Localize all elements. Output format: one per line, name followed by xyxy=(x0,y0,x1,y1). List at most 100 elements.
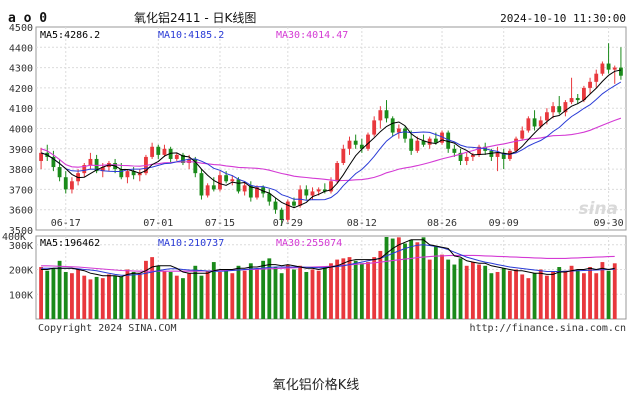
volume-bar xyxy=(612,263,617,319)
candle-up xyxy=(372,116,377,137)
volume-y-tick: 300K xyxy=(9,241,33,252)
candle-body xyxy=(316,189,321,192)
x-tick-label: 07-29 xyxy=(273,218,303,229)
candle-body xyxy=(273,201,278,210)
candle-up xyxy=(594,69,599,88)
candle-down xyxy=(557,96,562,115)
candle-body xyxy=(298,189,303,206)
candle-body xyxy=(162,148,167,155)
volume-bar xyxy=(273,267,278,319)
candle-up xyxy=(310,187,315,200)
price-y-tick: 3600 xyxy=(9,206,33,217)
volume-bar xyxy=(514,269,518,319)
volume-bar xyxy=(347,257,352,319)
candle-down xyxy=(501,148,506,170)
volume-bar xyxy=(174,275,179,319)
candle-up xyxy=(588,77,592,94)
price-ma10-label: MA10:4185.2 xyxy=(158,30,224,41)
candle-body xyxy=(248,185,253,198)
volume-bar xyxy=(316,270,321,319)
candle-body xyxy=(440,132,444,143)
candle-body xyxy=(168,148,173,159)
volume-bar xyxy=(501,268,506,319)
candle-body xyxy=(187,158,192,164)
volume-bars xyxy=(39,237,617,319)
candle-up xyxy=(612,65,617,84)
candle-down xyxy=(279,207,284,226)
candle-body xyxy=(581,87,586,101)
volume-bar xyxy=(396,237,401,319)
x-tick-label: 08-12 xyxy=(347,218,377,229)
candle-down xyxy=(168,146,173,164)
candle-body xyxy=(396,128,401,133)
candle-down xyxy=(532,110,537,131)
volume-bar xyxy=(45,270,50,319)
price-y-tick: 3500 xyxy=(9,226,33,237)
candle-body xyxy=(458,152,463,161)
volume-bar xyxy=(107,274,111,319)
price-y-tick: 4300 xyxy=(9,64,33,75)
volume-bar xyxy=(520,274,525,319)
volume-bar xyxy=(421,237,426,319)
volume-bar xyxy=(100,278,105,319)
candle-body xyxy=(125,171,130,178)
price-ma10-line xyxy=(40,81,622,201)
candle-body xyxy=(88,158,93,166)
candle-down xyxy=(181,152,185,166)
volume-bar xyxy=(150,257,155,319)
candle-body xyxy=(261,187,266,194)
price-y-axis: 4500 4400 4300 4200 4100 4000 3900 3800 3700 3600… xyxy=(9,23,33,237)
volume-bar xyxy=(557,267,562,319)
volume-y-tick: 200K xyxy=(9,266,33,277)
candle-body xyxy=(526,118,531,131)
candle-down xyxy=(236,177,241,194)
volume-top-label: 400K xyxy=(2,232,26,243)
candle-down xyxy=(273,197,278,214)
volume-bar xyxy=(575,269,580,319)
volume-bar xyxy=(427,259,432,319)
volume-bar xyxy=(353,260,358,319)
candle-body xyxy=(421,140,426,145)
candle-body xyxy=(606,63,611,70)
volume-ma10-label: MA10:210737 xyxy=(158,238,224,249)
candle-up xyxy=(366,132,370,151)
volume-bar xyxy=(452,264,457,319)
volume-bar xyxy=(242,270,247,319)
candle-body xyxy=(619,67,623,76)
candle-up xyxy=(563,100,568,117)
volume-bar xyxy=(255,269,259,319)
volume-bar xyxy=(82,275,87,319)
candle-body xyxy=(353,140,358,145)
candle-body xyxy=(329,181,333,192)
x-tick-label: 08-26 xyxy=(427,218,457,229)
price-ma-lines xyxy=(40,69,622,209)
candle-body xyxy=(131,171,136,176)
volume-bar xyxy=(483,265,488,319)
volume-bar xyxy=(403,243,407,319)
volume-bar xyxy=(489,273,494,319)
volume-bar xyxy=(359,263,364,319)
candle-body xyxy=(557,106,562,113)
candle-body xyxy=(384,110,389,119)
candle-body xyxy=(514,138,518,151)
volume-bar xyxy=(563,270,568,319)
volume-bar xyxy=(199,275,204,319)
volume-bar xyxy=(433,245,438,319)
candle-up xyxy=(347,136,352,155)
price-y-tick: 3700 xyxy=(9,185,33,196)
source-url[interactable]: http://finance.sina.com.cn xyxy=(469,323,626,334)
volume-bar xyxy=(156,265,161,319)
x-axis-labels: 06-17 07-01 07-15 07-29 08-12 08-26 09-09 09-30 xyxy=(51,218,624,229)
candle-body xyxy=(292,201,296,206)
candle-up xyxy=(440,130,444,145)
volume-bar xyxy=(125,269,130,319)
volume-bar xyxy=(285,264,290,319)
candle-down xyxy=(199,169,204,200)
volume-bar xyxy=(470,262,475,319)
volume-bar xyxy=(594,273,599,319)
candle-up xyxy=(162,144,167,157)
candle-body xyxy=(477,146,481,155)
candle-up xyxy=(514,136,518,153)
volume-bar xyxy=(458,258,463,319)
